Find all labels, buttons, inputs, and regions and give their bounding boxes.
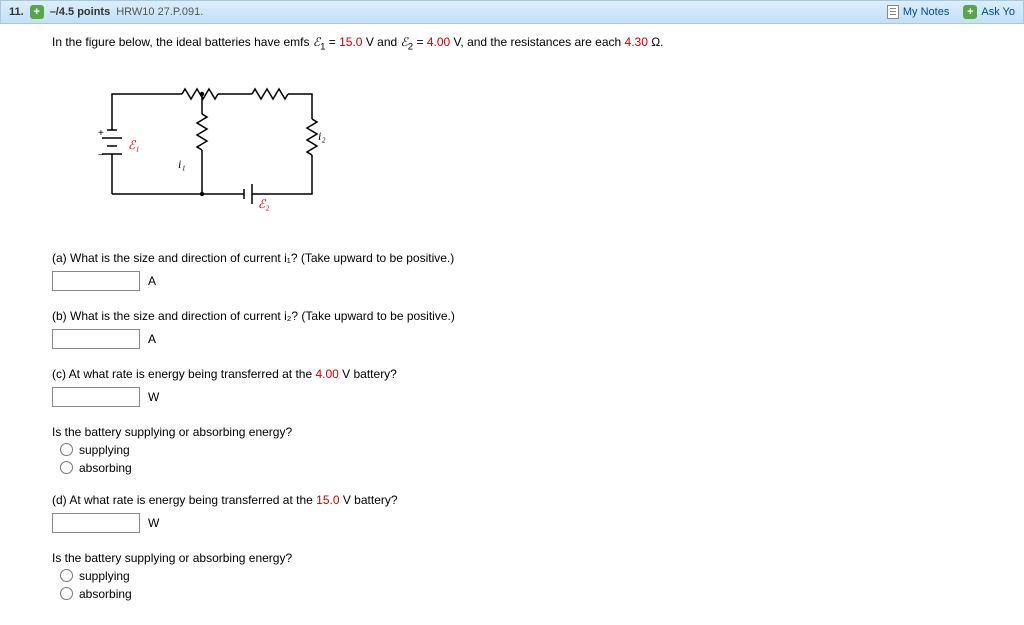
part-c-radio-question: Is the battery supplying or absorbing en… <box>52 425 1008 439</box>
part-d-val: 15.0 <box>316 493 339 507</box>
my-notes-label: My Notes <box>903 6 949 18</box>
part-c-option-supplying[interactable]: supplying <box>60 443 1008 457</box>
intro-text: In the figure below, the ideal batteries… <box>52 34 1008 54</box>
intro-prefix: In the figure below, the ideal batteries… <box>52 35 313 49</box>
part-a-unit: A <box>148 274 156 288</box>
part-d-label: (d) At what rate is energy being transfe… <box>52 493 1008 507</box>
part-c-val: 4.00 <box>315 367 338 381</box>
part-d-radio-absorbing[interactable] <box>60 587 73 600</box>
txt-volt-and: V and <box>362 35 400 49</box>
circuit-svg: ℰ₁ ℰ₂ i₁ i₂ + − <box>52 64 352 224</box>
part-c-pre: (c) At what rate is energy being transfe… <box>52 367 315 381</box>
question-body: In the figure below, the ideal batteries… <box>0 24 1024 625</box>
part-d-post: V battery? <box>340 493 398 507</box>
ask-label: Ask Yo <box>981 6 1015 18</box>
plus-icon: + <box>963 5 977 19</box>
part-d-pre: (d) At what rate is energy being transfe… <box>52 493 316 507</box>
question-header: 11. + –/4.5 points HRW10 27.P.091. My No… <box>0 0 1024 24</box>
part-d-radio-group: Is the battery supplying or absorbing en… <box>52 551 1008 601</box>
part-d-radio-question: Is the battery supplying or absorbing en… <box>52 551 1008 565</box>
notes-icon <box>887 5 899 19</box>
emf2-value: 4.00 <box>427 35 450 49</box>
part-a-input[interactable] <box>52 271 140 291</box>
part-a: (a) What is the size and direction of cu… <box>52 251 1008 291</box>
part-d-opt2-label: absorbing <box>79 587 132 601</box>
part-a-label: (a) What is the size and direction of cu… <box>52 251 1008 265</box>
part-c-option-absorbing[interactable]: absorbing <box>60 461 1008 475</box>
part-c-radio-group: Is the battery supplying or absorbing en… <box>52 425 1008 475</box>
txt-volt-res: V, and the resistances are each <box>450 35 624 49</box>
points-text: –/4.5 points <box>50 6 111 18</box>
ask-link[interactable]: + Ask Yo <box>963 5 1015 19</box>
txt-ohm: Ω. <box>648 35 664 49</box>
label-i1: i₁ <box>178 157 186 171</box>
part-b-label: (b) What is the size and direction of cu… <box>52 309 1008 323</box>
part-c-radio-absorbing[interactable] <box>60 461 73 474</box>
emf1-symbol: ℰ <box>313 35 320 49</box>
part-c-unit: W <box>148 390 159 404</box>
part-b-input[interactable] <box>52 329 140 349</box>
emf1-value: 15.0 <box>339 35 362 49</box>
eq2: = <box>413 35 427 49</box>
part-c-input[interactable] <box>52 387 140 407</box>
part-d-unit: W <box>148 516 159 530</box>
plus-icon[interactable]: + <box>30 5 44 19</box>
part-c-label: (c) At what rate is energy being transfe… <box>52 367 1008 381</box>
part-d-radio-supplying[interactable] <box>60 569 73 582</box>
label-e1: ℰ₁ <box>128 138 139 152</box>
circuit-diagram: ℰ₁ ℰ₂ i₁ i₂ + − <box>52 64 1008 227</box>
emf2-symbol: ℰ <box>401 35 408 49</box>
part-d: (d) At what rate is energy being transfe… <box>52 493 1008 533</box>
eq1: = <box>325 35 339 49</box>
part-d-option-supplying[interactable]: supplying <box>60 569 1008 583</box>
part-c-radio-supplying[interactable] <box>60 443 73 456</box>
r-value: 4.30 <box>625 35 648 49</box>
part-b: (b) What is the size and direction of cu… <box>52 309 1008 349</box>
part-c: (c) At what rate is energy being transfe… <box>52 367 1008 407</box>
part-c-opt2-label: absorbing <box>79 461 132 475</box>
part-d-opt1-label: supplying <box>79 569 130 583</box>
part-d-input[interactable] <box>52 513 140 533</box>
label-e2: ℰ₂ <box>258 197 269 211</box>
part-b-unit: A <box>148 332 156 346</box>
svg-text:+: + <box>98 128 104 139</box>
part-c-post: V battery? <box>339 367 397 381</box>
part-c-opt1-label: supplying <box>79 443 130 457</box>
label-i2: i₂ <box>318 129 326 143</box>
part-d-option-absorbing[interactable]: absorbing <box>60 587 1008 601</box>
my-notes-link[interactable]: My Notes <box>887 5 949 19</box>
svg-text:−: − <box>98 150 104 161</box>
question-number: 11. <box>9 6 24 18</box>
reference-text: HRW10 27.P.091. <box>116 6 203 18</box>
